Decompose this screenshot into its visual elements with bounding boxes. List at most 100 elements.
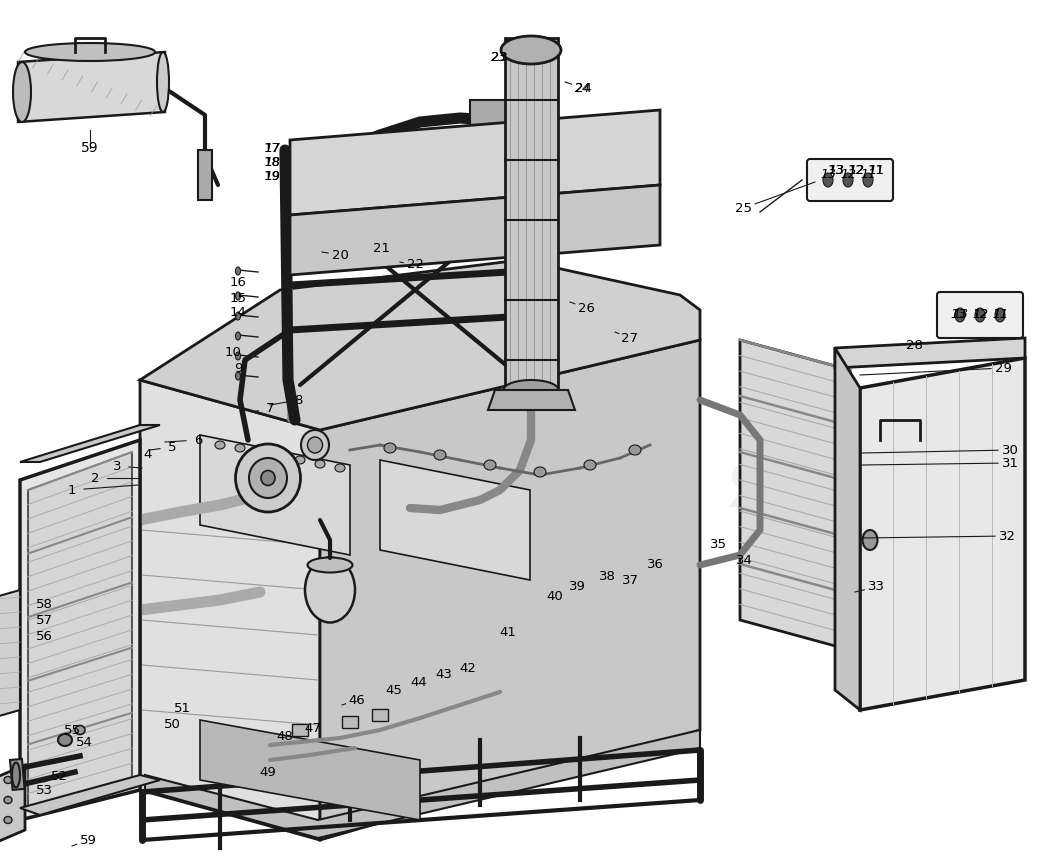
Text: 7: 7	[266, 401, 275, 415]
Text: 11: 11	[860, 167, 876, 181]
Ellipse shape	[215, 441, 225, 449]
Ellipse shape	[235, 332, 240, 340]
Ellipse shape	[25, 43, 155, 61]
Text: 55: 55	[63, 723, 80, 736]
Polygon shape	[940, 295, 1020, 335]
Ellipse shape	[534, 467, 546, 477]
Text: 12: 12	[972, 308, 988, 321]
Polygon shape	[835, 348, 860, 710]
Text: 43: 43	[436, 668, 452, 681]
Ellipse shape	[255, 448, 265, 456]
Text: 57: 57	[35, 614, 52, 627]
Text: Я: Я	[726, 462, 771, 518]
FancyBboxPatch shape	[937, 292, 1023, 338]
Polygon shape	[0, 765, 25, 845]
Ellipse shape	[295, 456, 305, 464]
Text: П: П	[163, 462, 212, 518]
Ellipse shape	[12, 62, 31, 122]
Text: 18: 18	[263, 155, 281, 169]
Polygon shape	[20, 775, 160, 815]
Text: 1: 1	[68, 483, 76, 496]
Ellipse shape	[484, 460, 496, 470]
Text: 33: 33	[867, 580, 884, 594]
Ellipse shape	[976, 308, 985, 322]
Polygon shape	[20, 440, 140, 820]
Ellipse shape	[863, 173, 873, 187]
Bar	[342, 716, 358, 728]
Text: 21: 21	[373, 242, 390, 255]
Ellipse shape	[235, 444, 301, 512]
Ellipse shape	[823, 173, 833, 187]
Text: 27: 27	[622, 332, 639, 345]
Ellipse shape	[235, 372, 240, 380]
Text: Д: Д	[372, 462, 424, 518]
Text: 42: 42	[460, 662, 476, 674]
Ellipse shape	[503, 380, 558, 400]
Ellipse shape	[235, 312, 240, 320]
Ellipse shape	[235, 267, 240, 275]
Text: 23: 23	[491, 51, 508, 63]
Text: 26: 26	[577, 302, 595, 315]
Text: 52: 52	[51, 770, 68, 782]
Text: 28: 28	[906, 339, 922, 351]
Text: 30: 30	[1002, 444, 1018, 457]
Text: 54: 54	[76, 736, 93, 750]
Text: 38: 38	[599, 570, 616, 583]
Text: 40: 40	[547, 590, 564, 603]
Ellipse shape	[584, 460, 596, 470]
Polygon shape	[200, 720, 420, 820]
Text: 4: 4	[144, 447, 152, 460]
Text: 24: 24	[574, 81, 592, 94]
Polygon shape	[488, 390, 575, 410]
Text: 22: 22	[407, 259, 423, 272]
Text: 24: 24	[575, 81, 591, 94]
Text: 37: 37	[622, 574, 639, 588]
Text: 13: 13	[950, 308, 966, 321]
Text: 19: 19	[263, 170, 281, 183]
Text: 31: 31	[1002, 457, 1018, 470]
Text: 11: 11	[868, 164, 884, 177]
Text: 50: 50	[163, 717, 180, 730]
Ellipse shape	[301, 430, 329, 460]
Text: 35: 35	[709, 538, 727, 552]
Bar	[10, 759, 25, 790]
Text: 20: 20	[332, 249, 348, 261]
Ellipse shape	[75, 726, 85, 734]
Text: 9: 9	[234, 362, 242, 375]
Ellipse shape	[4, 817, 12, 824]
Text: 47: 47	[305, 722, 321, 734]
Text: 44: 44	[411, 676, 427, 690]
Ellipse shape	[308, 558, 353, 572]
Ellipse shape	[305, 558, 355, 622]
Polygon shape	[470, 100, 510, 130]
Text: 23: 23	[491, 51, 508, 63]
Polygon shape	[20, 425, 160, 462]
Ellipse shape	[501, 36, 561, 64]
Ellipse shape	[249, 458, 287, 498]
Text: 59: 59	[81, 141, 99, 155]
Ellipse shape	[275, 452, 285, 460]
Ellipse shape	[843, 173, 853, 187]
Text: 14: 14	[230, 305, 246, 319]
Text: 13: 13	[820, 167, 836, 181]
Polygon shape	[28, 452, 132, 808]
Ellipse shape	[955, 308, 965, 322]
Polygon shape	[835, 338, 1025, 368]
Text: 12: 12	[972, 308, 988, 321]
Text: 11: 11	[992, 308, 1008, 321]
Polygon shape	[140, 380, 320, 840]
Text: 11: 11	[992, 308, 1008, 321]
Text: 17: 17	[263, 141, 281, 154]
Text: 12: 12	[840, 167, 856, 181]
Text: 12: 12	[848, 164, 864, 177]
Ellipse shape	[434, 450, 446, 460]
Text: 8: 8	[294, 393, 303, 406]
Text: 13: 13	[828, 164, 844, 177]
Bar	[198, 150, 212, 200]
Text: С: С	[656, 462, 699, 518]
Text: 19: 19	[264, 170, 280, 183]
Polygon shape	[740, 340, 850, 650]
Text: 3: 3	[112, 459, 122, 472]
Ellipse shape	[4, 776, 12, 783]
Text: 41: 41	[499, 626, 517, 639]
